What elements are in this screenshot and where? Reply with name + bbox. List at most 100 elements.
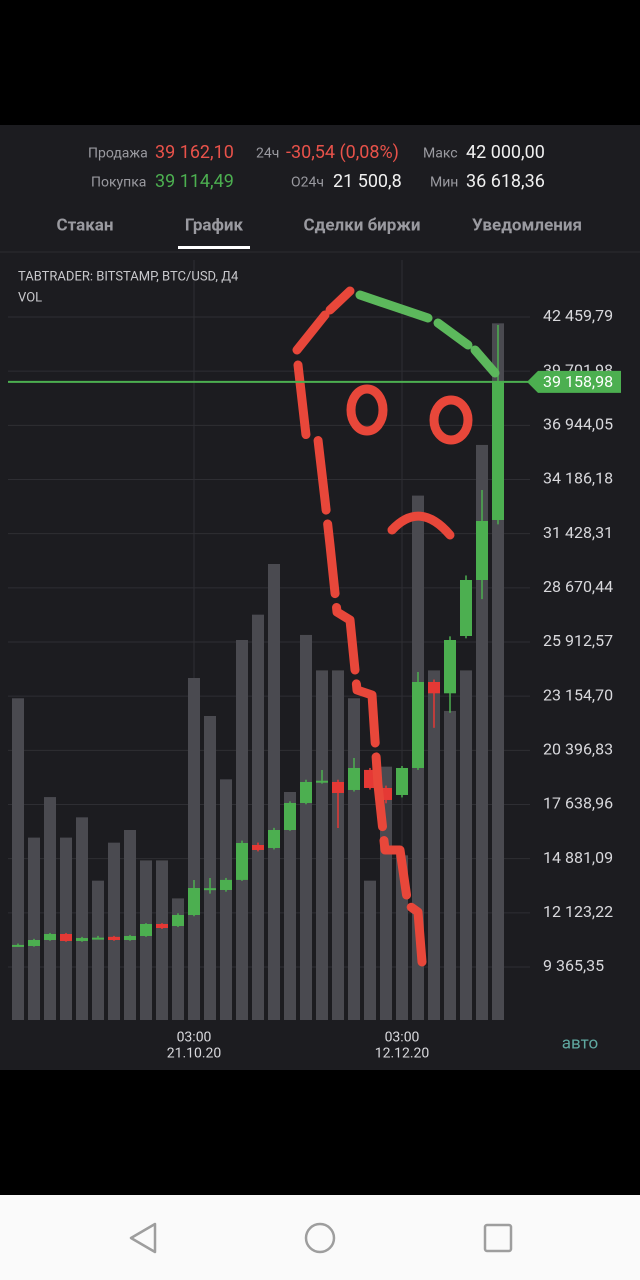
drawn-stroke	[470, 345, 500, 378]
volume-value: 21 500,8	[333, 171, 402, 192]
candle-body	[268, 829, 280, 848]
y-tick-label: 20 396,83	[543, 740, 613, 759]
candle-body	[188, 888, 200, 915]
tab[interactable]: Сделки биржи	[304, 215, 421, 235]
volume-bar	[460, 670, 472, 1020]
sell-value: 39 162,10	[155, 142, 234, 163]
candle-body	[332, 781, 344, 793]
volume-bar	[12, 698, 24, 1020]
y-tick-label: 14 881,09	[543, 848, 613, 867]
volume-bar	[76, 817, 88, 1020]
y-tick-label: 28 670,44	[543, 577, 613, 596]
candle-body	[124, 935, 136, 941]
tab[interactable]: Уведомления	[472, 215, 582, 235]
last-price: 39 158,98	[8, 370, 621, 393]
volume-bar	[220, 779, 232, 1020]
drawn-mouth	[387, 511, 455, 540]
candle-body	[316, 780, 328, 783]
drawn-stroke	[292, 310, 330, 355]
tab-bar: Стакан График Сделки биржи Уведомления	[56, 215, 582, 249]
min-label: Мин	[430, 175, 458, 191]
candle-body	[108, 936, 120, 941]
candle-body	[140, 923, 152, 936]
drawn-eye	[346, 384, 388, 436]
candle-body	[476, 520, 488, 580]
volume-bar	[364, 880, 376, 1020]
y-tick-label: 42 459,79	[543, 306, 613, 325]
candle-body	[412, 681, 424, 768]
volume-bar	[268, 564, 280, 1020]
volume-label: O24ч	[291, 175, 324, 191]
y-tick-label: 34 186,18	[543, 469, 613, 488]
change-label: 24ч	[256, 146, 279, 162]
y-tick-label: 31 428,31	[543, 523, 613, 542]
candle-body	[204, 888, 216, 891]
volume-bar	[92, 880, 104, 1020]
candle-body	[460, 579, 472, 636]
scale-mode[interactable]: авто	[562, 1033, 598, 1053]
volume-bar	[428, 670, 440, 1020]
x-tick-label: 21.10.20	[167, 1046, 222, 1062]
candle-body	[284, 802, 296, 830]
y-tick-label: 12 123,22	[543, 902, 613, 921]
candle-body	[428, 681, 440, 694]
volume-bar	[60, 837, 72, 1020]
drawn-eye	[429, 395, 473, 445]
drawn-stroke	[293, 360, 427, 967]
volume-bar	[476, 444, 488, 1020]
candle-body	[348, 767, 360, 790]
volume-bar	[252, 614, 264, 1020]
candle-body	[236, 842, 248, 880]
volume-bar	[124, 830, 136, 1020]
volume-bar	[236, 640, 248, 1020]
volume-bar	[108, 842, 120, 1020]
candle-body	[60, 933, 72, 941]
tab[interactable]: Стакан	[56, 215, 113, 235]
drawing	[292, 286, 500, 967]
candle-body	[396, 767, 408, 795]
volume-bar	[300, 634, 312, 1020]
max-label: Макс	[423, 146, 458, 162]
candle-body	[444, 640, 456, 694]
volume-bar	[172, 898, 184, 1020]
x-tick-label: 03:00	[385, 1030, 420, 1046]
volume-bar	[44, 797, 56, 1020]
drawn-stroke	[355, 290, 433, 323]
candle-body	[300, 781, 312, 803]
last-price-tag	[527, 370, 621, 393]
drawn-stroke	[325, 286, 355, 315]
volume-bar	[156, 860, 168, 1020]
sell-label: Продажа	[88, 146, 148, 162]
candle-body	[156, 923, 168, 929]
candle-body	[172, 914, 184, 926]
recents-button[interactable]	[483, 1223, 513, 1253]
volume-bar	[284, 792, 296, 1020]
y-tick-label: 9 365,35	[543, 956, 604, 975]
volume-bar	[188, 678, 200, 1020]
buy-value: 39 114,49	[155, 171, 234, 192]
candle-body	[76, 938, 88, 941]
last-price-label: 39 158,98	[543, 372, 613, 391]
candle-body	[252, 844, 264, 850]
home-button[interactable]	[304, 1222, 336, 1254]
candle-body	[92, 937, 104, 940]
y-tick-label: 23 154,70	[543, 685, 613, 704]
tab[interactable]: График	[185, 215, 244, 235]
volume-bar	[28, 837, 40, 1020]
back-button[interactable]	[129, 1222, 157, 1254]
candle-body	[492, 381, 504, 520]
candle-body	[12, 944, 24, 947]
y-tick-label: 25 912,57	[543, 631, 613, 650]
drawn-stroke	[433, 318, 473, 350]
candle-body	[44, 933, 56, 941]
volume-bar	[316, 670, 328, 1020]
volume-bar	[444, 710, 456, 1020]
x-tick-label: 03:00	[177, 1030, 212, 1046]
candle-body	[28, 940, 40, 946]
x-tick-label: 12.12.20	[375, 1046, 430, 1062]
volume-bar	[204, 716, 216, 1020]
candle-body	[220, 879, 232, 890]
